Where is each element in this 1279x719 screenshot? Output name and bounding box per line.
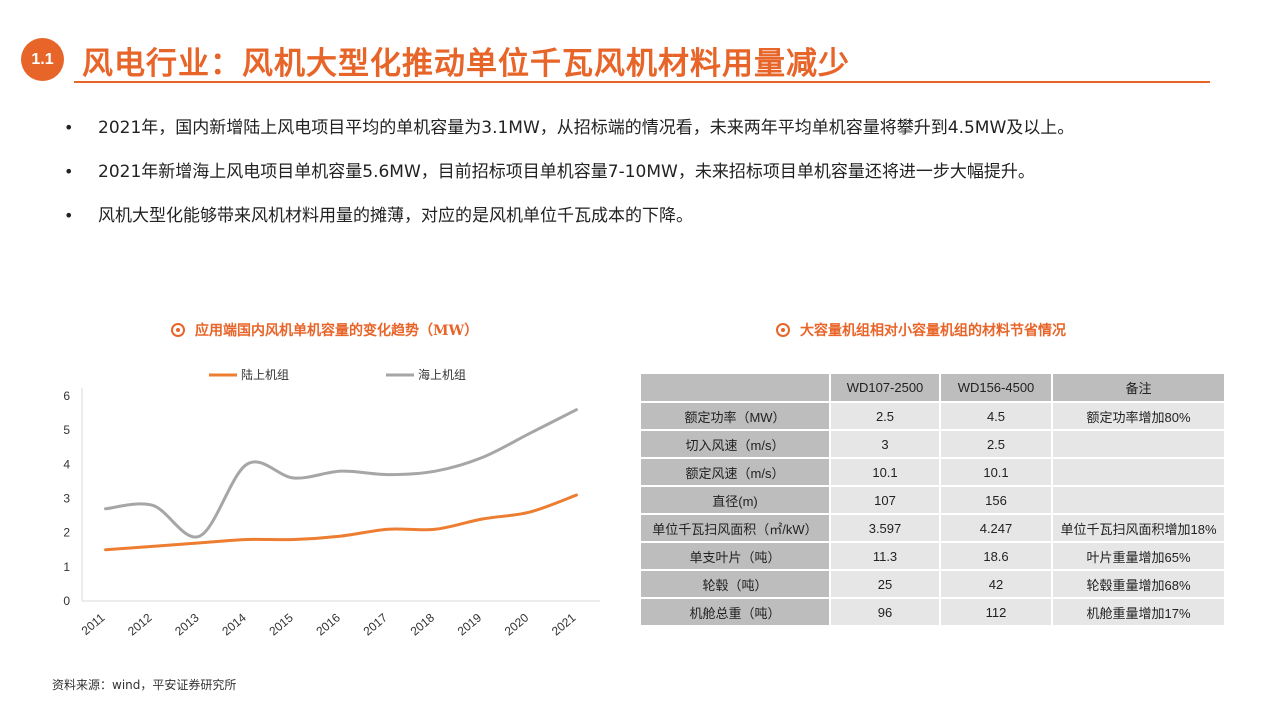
table-row: 额定功率（MW） 2.5 4.5 额定功率增加80% bbox=[639, 401, 1226, 431]
chart-title-text: 应用端国内风机单机容量的变化趋势（MW） bbox=[195, 323, 479, 339]
x-tick-label: 2011 bbox=[79, 610, 108, 638]
bullet-text: 2021年，国内新增陆上风电项目平均的单机容量为3.1MW，从招标端的情况看，未… bbox=[98, 118, 1075, 138]
x-tick-label: 2017 bbox=[361, 610, 391, 638]
table-title: 大容量机组相对小容量机组的材料节省情况 bbox=[776, 320, 1066, 340]
bullet-dot: • bbox=[64, 206, 74, 225]
materials-table: WD107-2500 WD156-4500 备注 额定功率（MW） 2.5 4.… bbox=[639, 372, 1226, 627]
table-row: 单位千瓦扫风面积（㎡/kW） 3.597 4.247 单位千瓦扫风面积增加18% bbox=[639, 513, 1226, 543]
table-row: 切入风速（m/s） 3 2.5 bbox=[639, 429, 1226, 459]
table-cell: 25 bbox=[829, 569, 941, 599]
table-cell: 11.3 bbox=[829, 541, 941, 571]
title-underline bbox=[74, 81, 1210, 83]
x-tick-label: 2018 bbox=[408, 610, 438, 638]
x-tick-label: 2019 bbox=[455, 610, 485, 638]
line-chart: 0 1 2 3 4 5 6 2011 2012 2013 2014 2015 2016 2017 2018 2… bbox=[63, 367, 600, 638]
y-tick-label: 5 bbox=[63, 423, 70, 437]
row-header-cell: 直径(m) bbox=[639, 485, 831, 515]
table-cell: 156 bbox=[939, 485, 1053, 515]
series-line bbox=[104, 493, 578, 552]
section-number: 1.1 bbox=[31, 50, 54, 68]
table-row: 机舱总重（吨） 96 112 机舱重量增加17% bbox=[639, 597, 1226, 627]
bullet-list: • 2021年，国内新增陆上风电项目平均的单机容量为3.1MW，从招标端的情况看… bbox=[64, 112, 1224, 244]
x-tick-label: 2014 bbox=[219, 610, 249, 638]
table-header-row: WD107-2500 WD156-4500 备注 bbox=[639, 372, 1226, 403]
bullet-item: • 风机大型化能够带来风机材料用量的摊薄，对应的是风机单位千瓦成本的下降。 bbox=[64, 200, 1224, 232]
table-row: 轮毂（吨） 25 42 轮毂重量增加68% bbox=[639, 569, 1226, 599]
table-row: 额定风速（m/s） 10.1 10.1 bbox=[639, 457, 1226, 487]
table-cell: 10.1 bbox=[939, 457, 1053, 487]
x-tick-label: 2013 bbox=[172, 610, 202, 638]
row-header-cell: 轮毂（吨） bbox=[639, 569, 831, 599]
x-tick-label: 2012 bbox=[125, 610, 155, 638]
table-title-text: 大容量机组相对小容量机组的材料节省情况 bbox=[800, 323, 1066, 339]
table-header-cell: 备注 bbox=[1051, 372, 1226, 403]
target-icon bbox=[171, 323, 185, 337]
bullet-item: • 2021年新增海上风电项目单机容量5.6MW，目前招标项目单机容量7-10M… bbox=[64, 156, 1224, 188]
chart-title: 应用端国内风机单机容量的变化趋势（MW） bbox=[171, 320, 478, 340]
table-cell bbox=[1051, 429, 1226, 459]
source-note: 资料来源：wind，平安证券研究所 bbox=[52, 678, 237, 692]
bullet-text: 2021年新增海上风电项目单机容量5.6MW，目前招标项目单机容量7-10MW，… bbox=[98, 162, 1035, 182]
row-header-cell: 额定功率（MW） bbox=[639, 401, 831, 431]
x-tick-label: 2021 bbox=[549, 610, 579, 638]
table-cell: 3 bbox=[829, 429, 941, 459]
table-cell: 18.6 bbox=[939, 541, 1053, 571]
table-header-cell: WD107-2500 bbox=[829, 372, 941, 403]
table-header-cell bbox=[639, 372, 831, 403]
table-cell: 单位千瓦扫风面积增加18% bbox=[1051, 513, 1226, 543]
table-cell: 2.5 bbox=[829, 401, 941, 431]
y-tick-label: 4 bbox=[63, 457, 70, 471]
row-header-cell: 单支叶片（吨） bbox=[639, 541, 831, 571]
table-row: 单支叶片（吨） 11.3 18.6 叶片重量增加65% bbox=[639, 541, 1226, 571]
table-cell: 叶片重量增加65% bbox=[1051, 541, 1226, 571]
table-cell: 10.1 bbox=[829, 457, 941, 487]
table-cell bbox=[1051, 485, 1226, 515]
row-header-cell: 机舱总重（吨） bbox=[639, 597, 831, 627]
bullet-item: • 2021年，国内新增陆上风电项目平均的单机容量为3.1MW，从招标端的情况看… bbox=[64, 112, 1224, 144]
section-number-badge: 1.1 bbox=[21, 38, 64, 81]
bullet-dot: • bbox=[64, 162, 74, 181]
target-icon bbox=[776, 323, 790, 337]
y-tick-label: 2 bbox=[63, 526, 70, 540]
legend-label: 陆上机组 bbox=[241, 367, 289, 382]
table-cell: 96 bbox=[829, 597, 941, 627]
table-cell: 4.5 bbox=[939, 401, 1053, 431]
table-cell: 42 bbox=[939, 569, 1053, 599]
table-cell: 3.597 bbox=[829, 513, 941, 543]
row-header-cell: 单位千瓦扫风面积（㎡/kW） bbox=[639, 513, 831, 543]
x-tick-label: 2015 bbox=[266, 610, 296, 638]
series-line bbox=[104, 408, 578, 539]
table-cell bbox=[1051, 457, 1226, 487]
table-cell: 4.247 bbox=[939, 513, 1053, 543]
table-cell: 107 bbox=[829, 485, 941, 515]
y-tick-label: 0 bbox=[63, 594, 70, 608]
table-cell: 额定功率增加80% bbox=[1051, 401, 1226, 431]
legend-label: 海上机组 bbox=[418, 367, 466, 382]
table-cell: 2.5 bbox=[939, 429, 1053, 459]
row-header-cell: 切入风速（m/s） bbox=[639, 429, 831, 459]
bullet-text: 风机大型化能够带来风机材料用量的摊薄，对应的是风机单位千瓦成本的下降。 bbox=[98, 206, 693, 226]
table-header-cell: WD156-4500 bbox=[939, 372, 1053, 403]
table-cell: 机舱重量增加17% bbox=[1051, 597, 1226, 627]
bullet-dot: • bbox=[64, 118, 74, 137]
y-tick-label: 1 bbox=[63, 560, 70, 574]
x-tick-label: 2020 bbox=[502, 610, 532, 638]
table-cell: 轮毂重量增加68% bbox=[1051, 569, 1226, 599]
y-tick-label: 3 bbox=[63, 492, 70, 506]
table-cell: 112 bbox=[939, 597, 1053, 627]
table-row: 直径(m) 107 156 bbox=[639, 485, 1226, 515]
page-title: 风电行业：风机大型化推动单位千瓦风机材料用量减少 bbox=[82, 46, 850, 82]
row-header-cell: 额定风速（m/s） bbox=[639, 457, 831, 487]
x-tick-label: 2016 bbox=[313, 610, 343, 638]
y-tick-label: 6 bbox=[63, 389, 70, 403]
